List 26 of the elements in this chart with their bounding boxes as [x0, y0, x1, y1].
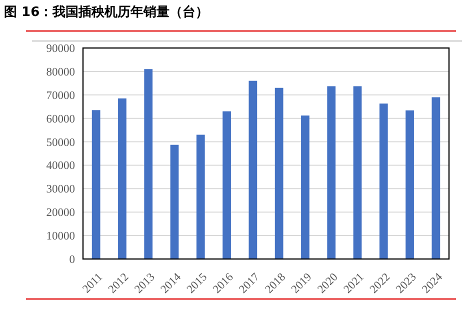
y-tick-label: 70000 [46, 90, 76, 102]
bar [92, 110, 100, 259]
y-tick-label: 0 [69, 254, 76, 266]
y-tick-label: 30000 [46, 184, 76, 196]
bar [301, 116, 310, 259]
y-tick-label: 40000 [46, 160, 76, 172]
y-tick-label: 80000 [46, 66, 76, 78]
bar [353, 86, 362, 259]
x-tick-label: 2011 [80, 270, 106, 296]
y-tick-label: 50000 [46, 136, 76, 149]
y-tick-label: 10000 [46, 230, 76, 243]
y-tick-label: 60000 [46, 113, 76, 126]
bar [170, 144, 179, 259]
bar [379, 104, 388, 259]
chart-title: 图 16：我国插秧机历年销量（台） [4, 4, 209, 20]
bar [432, 97, 440, 259]
bar [144, 69, 153, 259]
bar [274, 88, 284, 259]
y-tick-label: 90000 [46, 43, 76, 55]
bar [118, 98, 126, 259]
bar [222, 111, 231, 259]
bar [248, 80, 258, 259]
bar [327, 86, 336, 259]
y-tick-label: 20000 [46, 207, 76, 220]
bar [196, 134, 205, 259]
bar [406, 110, 414, 259]
